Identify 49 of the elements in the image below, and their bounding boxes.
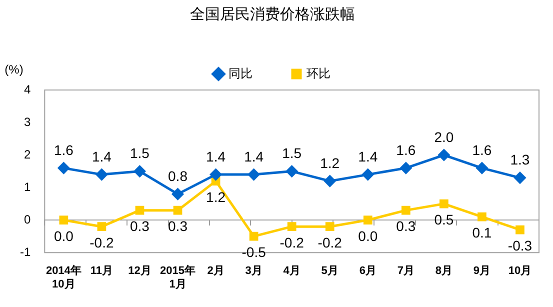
data-label: 1.3 [510,152,530,168]
y-axis-title: (%) [4,62,24,76]
legend-label: 环比 [306,66,330,80]
data-label: 0.8 [168,168,188,184]
data-label: 2.0 [434,128,454,145]
data-label: 1.4 [244,148,264,164]
data-label: 1.6 [396,142,416,158]
y-tick-label: 2 [24,147,31,162]
x-tick-label: 9月 [473,265,491,278]
x-tick-label: 10月 [508,265,532,278]
data-label: 1.5 [130,145,150,162]
data-label: 1.5 [282,145,302,162]
y-tick-label: -1 [20,244,31,259]
data-label: -0.2 [90,234,114,250]
data-label: 1.6 [54,142,74,158]
x-tick-label: 5月 [321,265,338,278]
x-tick-label: 8月 [435,265,452,278]
data-label: 0.0 [358,228,378,244]
data-label: 1.6 [472,142,492,158]
x-tick-label: 2015年 1月 [160,264,196,290]
y-tick-label: 1 [24,180,31,194]
data-label: 0.3 [168,218,188,234]
x-tick-label: 4月 [283,265,300,278]
data-label: 0.3 [130,218,150,234]
x-tick-label: 12月 [128,265,152,278]
x-tick-label: 3月 [245,265,262,278]
x-tick-label: 2月 [207,265,224,278]
data-label: -0.2 [318,234,342,250]
data-label: 1.4 [206,148,226,164]
data-label: 1.2 [206,188,226,205]
chart-title: 全国居民消费价格涨跌幅 [190,6,355,24]
x-tick-label: 2014年 10月 [46,264,82,290]
data-label: 0.0 [54,228,74,244]
data-label: -0.3 [508,238,532,254]
data-label: -0.5 [242,244,266,260]
data-label: 1.4 [358,148,378,164]
data-label: 0.1 [472,224,492,241]
y-tick-label: 0 [24,212,31,226]
data-label: -0.2 [280,234,304,250]
y-tick-label: 3 [24,114,31,129]
data-label: 0.5 [434,212,454,228]
y-tick-label: 4 [24,82,31,96]
x-tick-label: 7月 [397,265,414,278]
data-label: 1.2 [320,154,340,171]
x-tick-label: 11月 [90,265,114,278]
legend-label: 同比 [228,66,252,80]
data-label: 1.4 [92,148,112,164]
x-tick-label: 6月 [359,265,376,278]
data-label: 0.3 [396,218,416,234]
